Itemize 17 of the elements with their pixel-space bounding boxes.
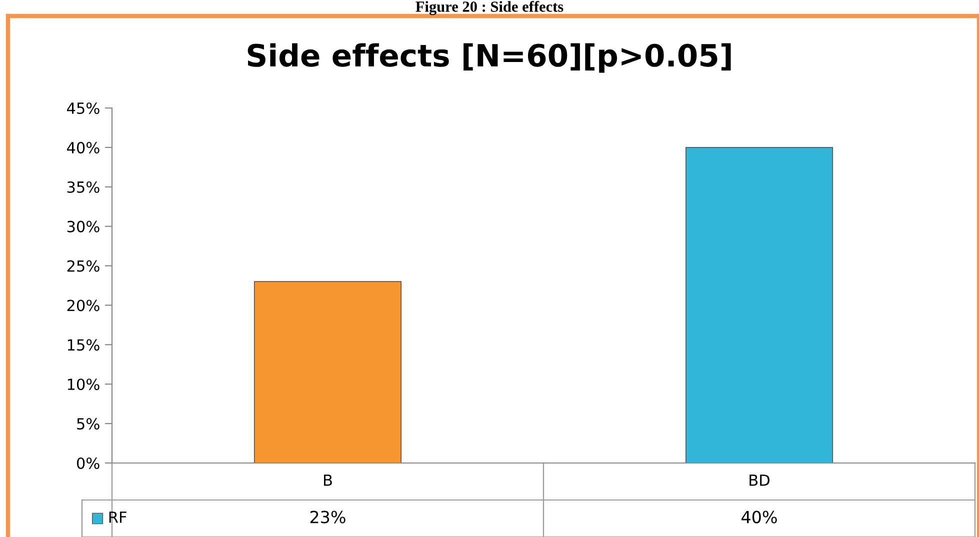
x-tick-label: B	[324, 474, 332, 486]
y-tick-label: 35%	[67, 181, 100, 193]
data-label: 23%	[310, 510, 346, 524]
y-tick-label: 0%	[76, 457, 100, 470]
y-tick-label: 15%	[68, 339, 100, 351]
y-tick-label: 30%	[67, 220, 100, 232]
legend-label: RF	[109, 512, 126, 523]
y-tick-label: 40%	[66, 142, 100, 154]
x-tick-label: BD	[750, 474, 770, 486]
y-tick-label: 45%	[66, 102, 100, 114]
y-tick-label: 5%	[77, 418, 100, 430]
y-tick-label: 20%	[67, 300, 100, 312]
y-tick-label: 10%	[68, 378, 100, 390]
data-label: 40%	[742, 510, 777, 524]
caption: Figure 20 : Side effects	[416, 0, 564, 16]
y-tick-label: 25%	[67, 260, 100, 272]
chart-title: Side effects [N=60][p>0.05]	[248, 43, 731, 73]
